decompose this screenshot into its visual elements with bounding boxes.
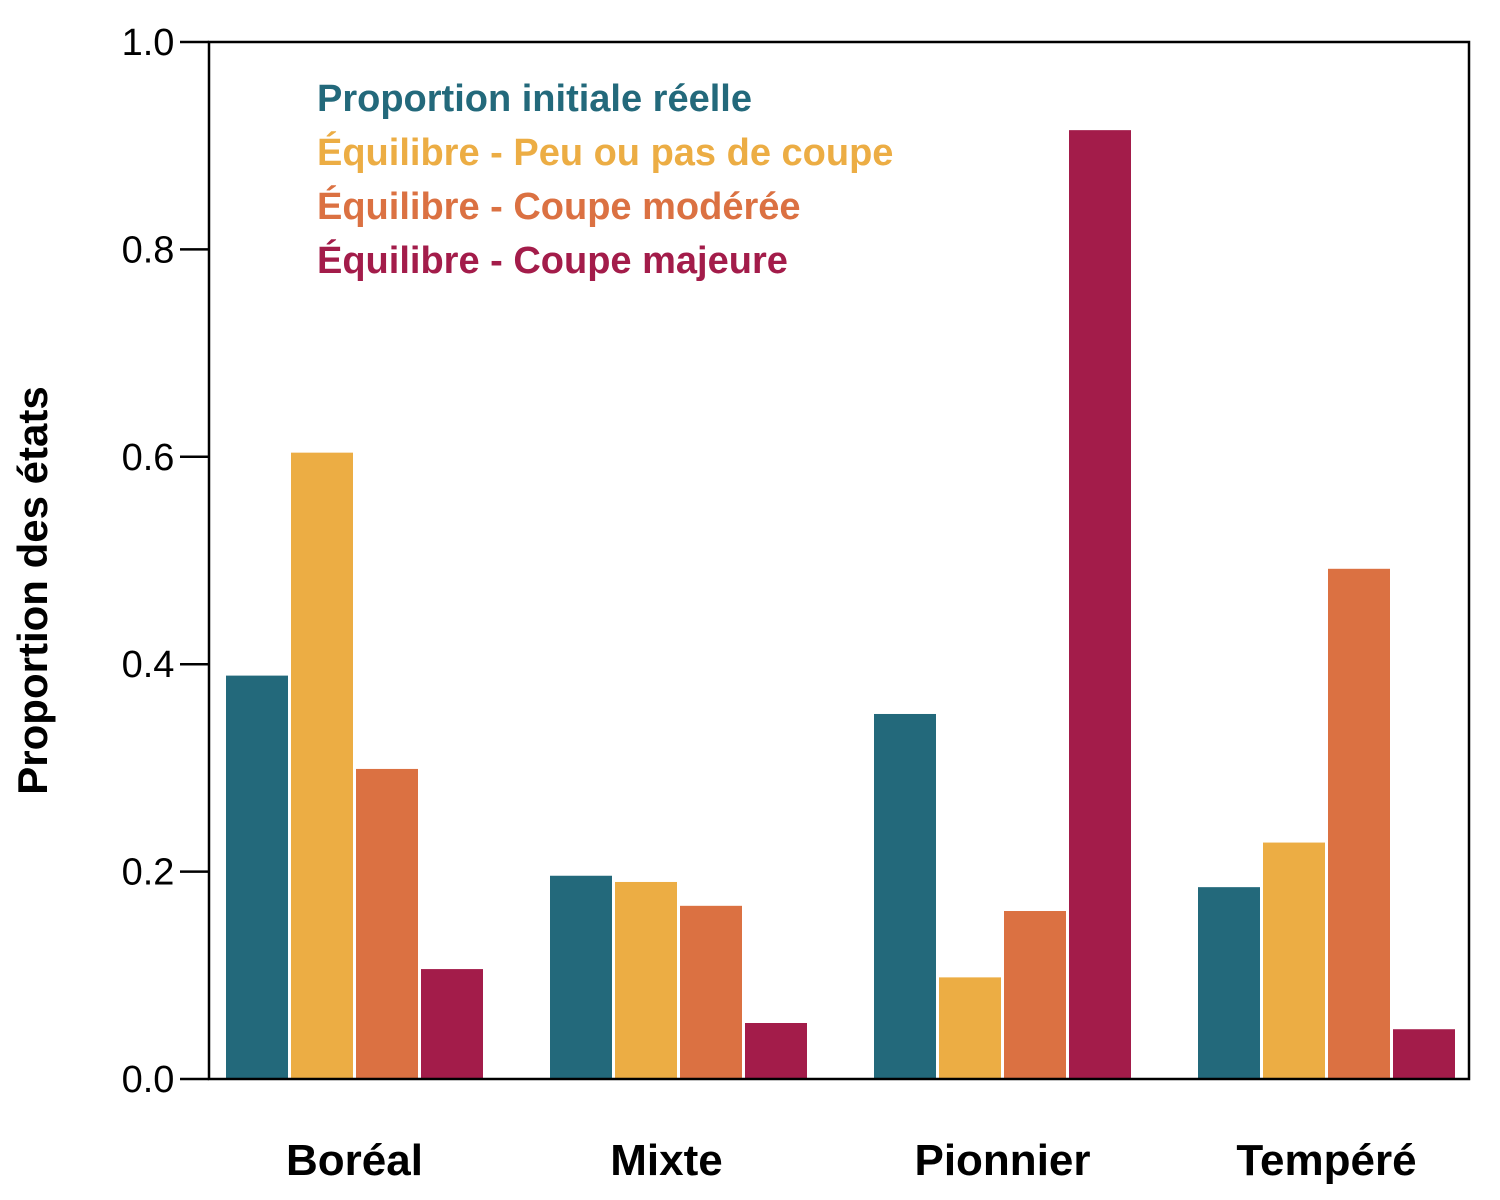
x-tick-label: Tempéré: [1236, 1136, 1416, 1185]
bar-3-3: [1004, 911, 1066, 1079]
bar-1-3: [874, 713, 936, 1079]
bar-4-3: [1069, 130, 1131, 1079]
bar-2-2: [615, 881, 677, 1079]
plot-frame: [207, 40, 1471, 1081]
bar-3-2: [680, 905, 742, 1079]
bar-4-2: [745, 1023, 807, 1079]
legend-entry: Équilibre - Coupe modérée: [317, 184, 801, 228]
legend-entry: Proportion initiale réelle: [317, 78, 752, 120]
bar-1-2: [550, 875, 612, 1079]
x-tick-label: Pionnier: [914, 1136, 1090, 1185]
y-tick-label: 1.0: [122, 22, 175, 64]
y-tick-label: 0.8: [122, 229, 175, 271]
legend-entry: Équilibre - Peu ou pas de coupe: [317, 130, 893, 174]
bar-2-1: [291, 452, 353, 1080]
bar-4-4: [1393, 1029, 1455, 1079]
y-axis: 0.0 0.2 0.4 0.6 0.8 1.0: [122, 22, 209, 1101]
y-tick-label: 0.0: [122, 1059, 175, 1101]
bar-1-4: [1198, 887, 1260, 1079]
bars-group: [226, 130, 1455, 1080]
legend: Proportion initiale réelle Équilibre - Pe…: [317, 78, 893, 282]
x-axis-labels: Boréal Mixte Pionnier Tempéré: [286, 1136, 1417, 1185]
y-axis-label: Proportion des états: [9, 386, 56, 794]
bar-1-1: [226, 675, 288, 1079]
bar-2-3: [939, 977, 1001, 1079]
legend-entry: Équilibre - Coupe majeure: [317, 238, 788, 282]
y-tick-label: 0.2: [122, 852, 175, 894]
bar-3-4: [1328, 568, 1390, 1079]
bar-4-1: [421, 969, 483, 1079]
x-tick-label: Mixte: [610, 1136, 722, 1185]
bar-3-1: [356, 768, 418, 1079]
y-tick-label: 0.4: [122, 644, 175, 686]
x-tick-label: Boréal: [286, 1136, 423, 1185]
y-tick-label: 0.6: [122, 437, 175, 479]
bar-2-4: [1263, 842, 1325, 1079]
